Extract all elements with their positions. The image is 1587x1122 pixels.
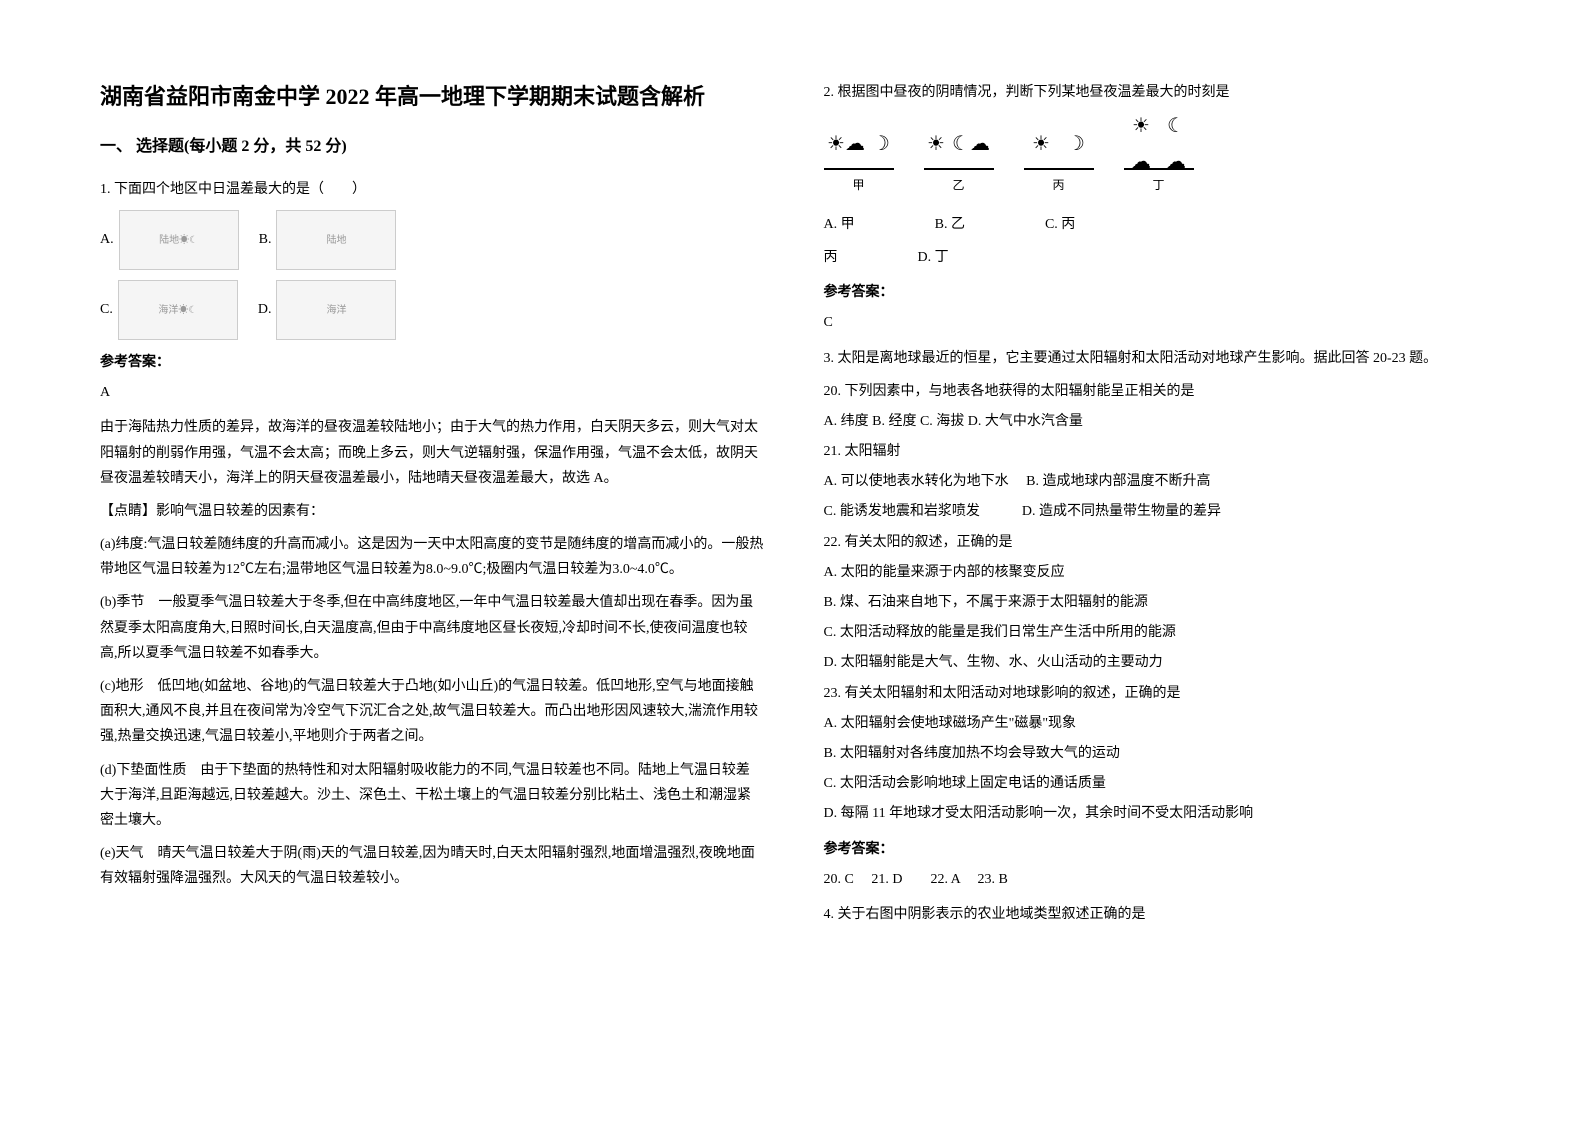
- q2-options-line-2: 丙 D. 丁: [824, 245, 1488, 270]
- q3-sub23a: A. 太阳辐射会使地球磁场产生"磁暴"现象: [824, 711, 1488, 736]
- q2-answer: C: [824, 310, 1488, 335]
- q1-option-b: B. 陆地: [259, 210, 397, 270]
- q1-optB-label: B.: [259, 227, 272, 252]
- weather-icons-b: ☀ ☾☁: [924, 120, 994, 170]
- q3-sub22b: B. 煤、石油来自地下，不属于来源于太阳辐射的能源: [824, 590, 1488, 615]
- q1-stem: 1. 下面四个地区中日温差最大的是（ ）: [100, 177, 764, 202]
- sun-cloud-icon: ☀☁: [827, 126, 865, 162]
- q3-sub20: 20. 下列因素中，与地表各地获得的太阳辐射能呈正相关的是: [824, 379, 1488, 404]
- q3-sub23c: C. 太阳活动会影响地球上固定电话的通话质量: [824, 771, 1488, 796]
- q2-options-line-1: A. 甲 B. 乙 C. 丙: [824, 212, 1488, 237]
- q1-options-row-1: A. 陆地☀☾ B. 陆地: [100, 210, 764, 270]
- q1-exp6: (d)下垫面性质 由于下垫面的热特性和对太阳辐射吸收能力的不同,气温日较差也不同…: [100, 758, 764, 834]
- q1-exp2: 【点睛】影响气温日较差的因素有：: [100, 499, 764, 524]
- q2-optA: A. 甲: [824, 212, 855, 237]
- moon-icon: ☽: [872, 126, 890, 162]
- q3-answer-header: 参考答案：: [824, 837, 1488, 862]
- moon-cloud-icon: ☾☁: [1159, 108, 1194, 180]
- moon-cloud-icon: ☾☁: [952, 126, 990, 162]
- q2-answer-header: 参考答案：: [824, 280, 1488, 305]
- q2-label-d: 丁: [1152, 178, 1164, 192]
- sun-cloud-icon: ☀☁: [1124, 108, 1159, 180]
- q3-sub22c: C. 太阳活动释放的能量是我们日常生产生活中所用的能源: [824, 620, 1488, 645]
- q1-answer: A: [100, 380, 764, 405]
- q2-opt-ext: 丙: [824, 245, 838, 270]
- q1-optC-label: C.: [100, 297, 113, 322]
- q2-label-b: 乙: [952, 178, 964, 192]
- q4-stem: 4. 关于右图中阴影表示的农业地域类型叙述正确的是: [824, 902, 1488, 927]
- q1-exp1: 由于海陆热力性质的差异，故海洋的昼夜温差较陆地小；由于大气的热力作用，白天阴天多…: [100, 415, 764, 491]
- q1-option-c: C. 海洋☀☾: [100, 280, 238, 340]
- weather-icons-d: ☀☁ ☾☁: [1124, 120, 1194, 170]
- q2-weather-diagram: ☀☁ ☽ 甲 ☀ ☾☁ 乙 ☀ ☽ 丙: [824, 120, 1488, 197]
- q3-sub21: 21. 太阳辐射: [824, 439, 1488, 464]
- weather-group-d: ☀☁ ☾☁ 丁: [1124, 120, 1194, 197]
- left-column: 湖南省益阳市南金中学 2022 年高一地理下学期期末试题含解析 一、 选择题(每…: [100, 80, 764, 1042]
- q2-label-c: 丙: [1052, 178, 1064, 192]
- q2-label-a: 甲: [852, 178, 864, 192]
- q2-optB: B. 乙: [935, 212, 965, 237]
- q1-options-row-2: C. 海洋☀☾ D. 海洋: [100, 280, 764, 340]
- q3-answer: 20. C 21. D 22. A 23. B: [824, 867, 1488, 892]
- weather-icons-a: ☀☁ ☽: [824, 120, 894, 170]
- question-2: 2. 根据图中昼夜的阴晴情况，判断下列某地昼夜温差最大的时刻是 ☀☁ ☽ 甲 ☀…: [824, 80, 1488, 336]
- sun-icon: ☀: [1032, 126, 1050, 162]
- q3-sub22: 22. 有关太阳的叙述，正确的是: [824, 530, 1488, 555]
- q1-exp3: (a)纬度:气温日较差随纬度的升高而减小。这是因为一天中太阳高度的变节是随纬度的…: [100, 532, 764, 582]
- q3-sub23d: D. 每隔 11 年地球才受太阳活动影响一次，其余时间不受太阳活动影响: [824, 801, 1488, 826]
- q3-sub21a: A. 可以使地表水转化为地下水 B. 造成地球内部温度不断升高: [824, 469, 1488, 494]
- q3-sub20-opts: A. 纬度 B. 经度 C. 海拔 D. 大气中水汽含量: [824, 409, 1488, 434]
- weather-group-b: ☀ ☾☁ 乙: [924, 120, 994, 197]
- q3-sub23b: B. 太阳辐射对各纬度加热不均会导致大气的运动: [824, 741, 1488, 766]
- q1-option-d: D. 海洋: [258, 280, 397, 340]
- section-1-header: 一、 选择题(每小题 2 分，共 52 分): [100, 133, 764, 162]
- question-3: 3. 太阳是离地球最近的恒星，它主要通过太阳辐射和太阳活动对地球产生影响。据此回…: [824, 346, 1488, 892]
- q1-exp7: (e)天气 晴天气温日较差大于阴(雨)天的气温日较差,因为晴天时,白天太阳辐射强…: [100, 841, 764, 891]
- q2-stem: 2. 根据图中昼夜的阴晴情况，判断下列某地昼夜温差最大的时刻是: [824, 80, 1488, 105]
- diagram-placeholder-b: 陆地: [276, 210, 396, 270]
- q1-exp4: (b)季节 一般夏季气温日较差大于冬季,但在中高纬度地区,一年中气温日较差最大值…: [100, 590, 764, 666]
- weather-group-a: ☀☁ ☽ 甲: [824, 120, 894, 197]
- q1-optA-label: A.: [100, 227, 114, 252]
- moon-icon: ☽: [1067, 126, 1085, 162]
- q1-option-a: A. 陆地☀☾: [100, 210, 239, 270]
- weather-group-c: ☀ ☽ 丙: [1024, 120, 1094, 197]
- q1-optD-label: D.: [258, 297, 272, 322]
- q3-sub23: 23. 有关太阳辐射和太阳活动对地球影响的叙述，正确的是: [824, 681, 1488, 706]
- sun-icon: ☀: [927, 126, 945, 162]
- document-title: 湖南省益阳市南金中学 2022 年高一地理下学期期末试题含解析: [100, 80, 764, 113]
- weather-icons-c: ☀ ☽: [1024, 120, 1094, 170]
- q2-optC: C. 丙: [1045, 212, 1075, 237]
- question-4: 4. 关于右图中阴影表示的农业地域类型叙述正确的是: [824, 902, 1488, 927]
- q3-sub22d: D. 太阳辐射能是大气、生物、水、火山活动的主要动力: [824, 650, 1488, 675]
- q1-exp5: (c)地形 低凹地(如盆地、谷地)的气温日较差大于凸地(如小山丘)的气温日较差。…: [100, 674, 764, 750]
- diagram-placeholder-c: 海洋☀☾: [118, 280, 238, 340]
- q1-answer-header: 参考答案：: [100, 350, 764, 375]
- question-1: 1. 下面四个地区中日温差最大的是（ ） A. 陆地☀☾ B. 陆地 C. 海洋…: [100, 177, 764, 892]
- diagram-placeholder-d: 海洋: [276, 280, 396, 340]
- right-column: 2. 根据图中昼夜的阴晴情况，判断下列某地昼夜温差最大的时刻是 ☀☁ ☽ 甲 ☀…: [824, 80, 1488, 1042]
- diagram-placeholder-a: 陆地☀☾: [119, 210, 239, 270]
- q2-optD: D. 丁: [918, 245, 949, 270]
- q3-stem: 3. 太阳是离地球最近的恒星，它主要通过太阳辐射和太阳活动对地球产生影响。据此回…: [824, 346, 1488, 371]
- q3-sub21c: C. 能诱发地震和岩浆喷发 D. 造成不同热量带生物量的差异: [824, 499, 1488, 524]
- q3-sub22a: A. 太阳的能量来源于内部的核聚变反应: [824, 560, 1488, 585]
